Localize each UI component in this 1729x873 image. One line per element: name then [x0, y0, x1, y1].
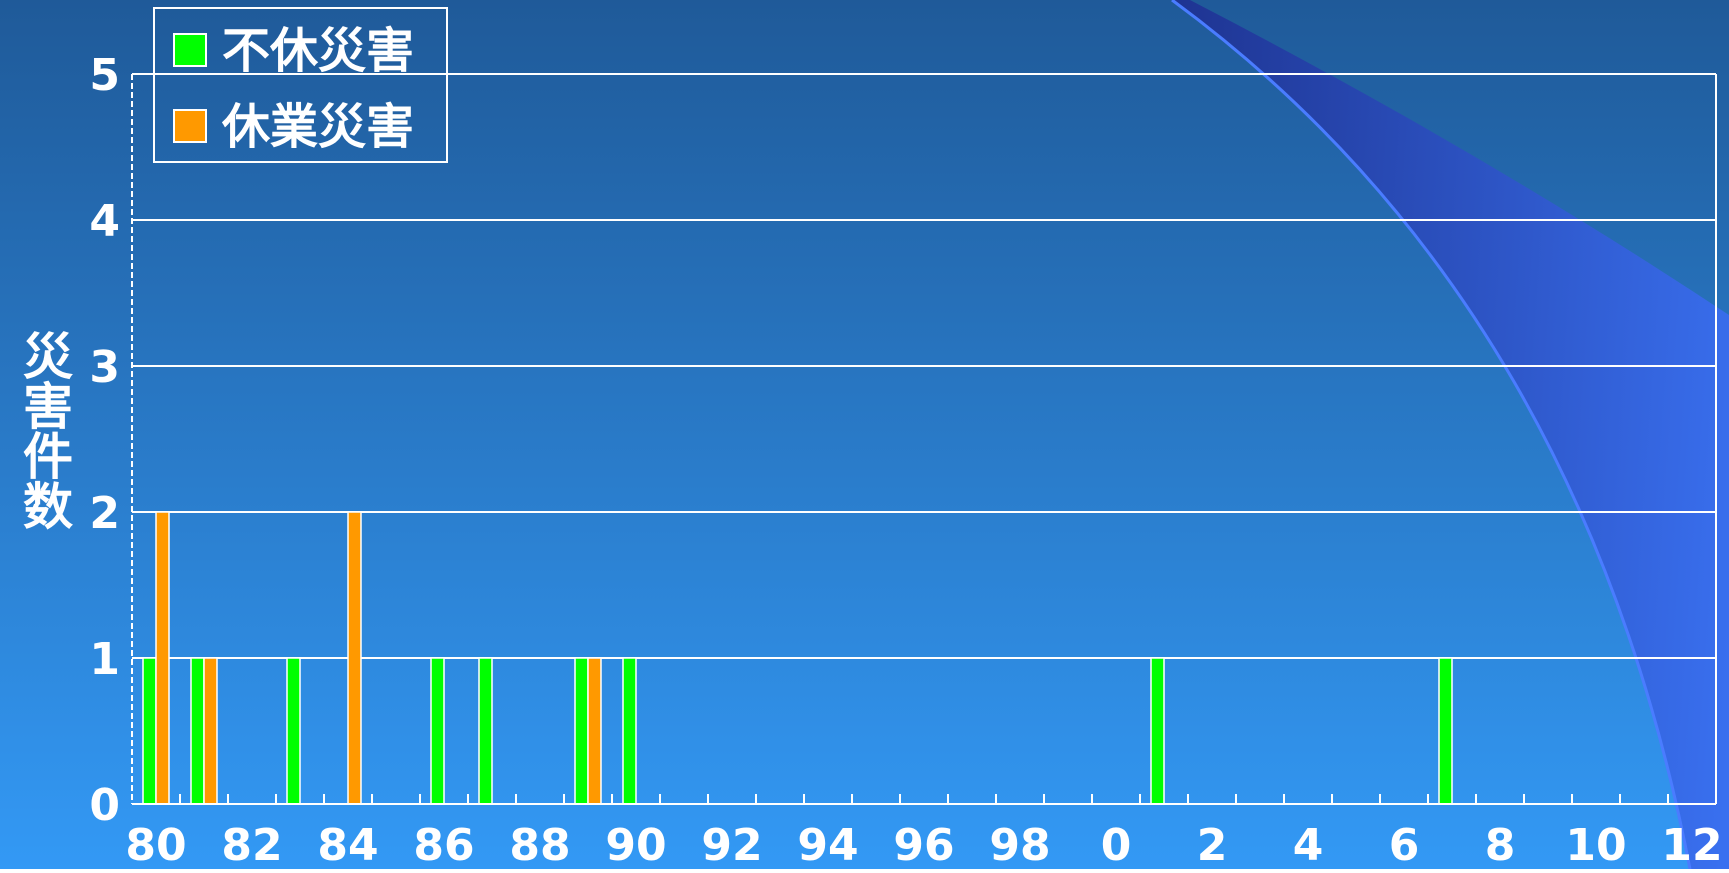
bar — [1438, 657, 1453, 805]
bar — [347, 511, 362, 805]
bar — [587, 657, 602, 805]
x-tick-label: 94 — [797, 820, 858, 869]
x-tick-label: 96 — [893, 820, 954, 869]
bar — [203, 657, 218, 805]
x-tick-label: 2 — [1197, 820, 1228, 869]
legend-label: 休業災害 — [221, 99, 414, 155]
bar — [142, 657, 157, 805]
bar — [478, 657, 493, 805]
bar — [430, 657, 445, 805]
x-tick-label: 82 — [221, 820, 282, 869]
decoration — [1172, 0, 1729, 869]
x-tick-label: 10 — [1565, 820, 1626, 869]
y-tick-label: 0 — [89, 780, 120, 831]
y-axis-label: 災害件数 — [15, 330, 73, 530]
x-tick-label: 4 — [1293, 820, 1324, 869]
x-tick-label: 86 — [413, 820, 474, 869]
x-tick-label: 90 — [605, 820, 666, 869]
x-tick-label: 92 — [701, 820, 762, 869]
x-tick-label: 98 — [989, 820, 1050, 869]
x-tick-label: 84 — [317, 820, 378, 869]
y-tick-label: 1 — [89, 634, 120, 685]
x-tick-label: 88 — [509, 820, 570, 869]
x-tick-label: 6 — [1389, 820, 1420, 869]
bar — [622, 657, 637, 805]
bar — [1150, 657, 1165, 805]
decoration-edge — [1171, 0, 1692, 870]
legend-label: 不休災害 — [222, 23, 414, 79]
y-tick-label: 3 — [89, 342, 120, 393]
x-tick-label: 80 — [125, 820, 186, 869]
y-tick-label: 4 — [89, 196, 120, 247]
x-tick-label: 0 — [1101, 820, 1132, 869]
x-tick-label: 12 — [1661, 820, 1722, 869]
legend-swatch — [173, 33, 207, 67]
y-tick-label: 5 — [89, 50, 120, 101]
x-tick-label: 8 — [1485, 820, 1516, 869]
bar — [286, 657, 301, 805]
legend-swatch — [173, 109, 207, 143]
bar — [190, 657, 205, 805]
bar — [574, 657, 589, 805]
legend-box — [153, 7, 448, 163]
y-tick-label: 2 — [89, 488, 120, 539]
bar — [155, 511, 170, 805]
